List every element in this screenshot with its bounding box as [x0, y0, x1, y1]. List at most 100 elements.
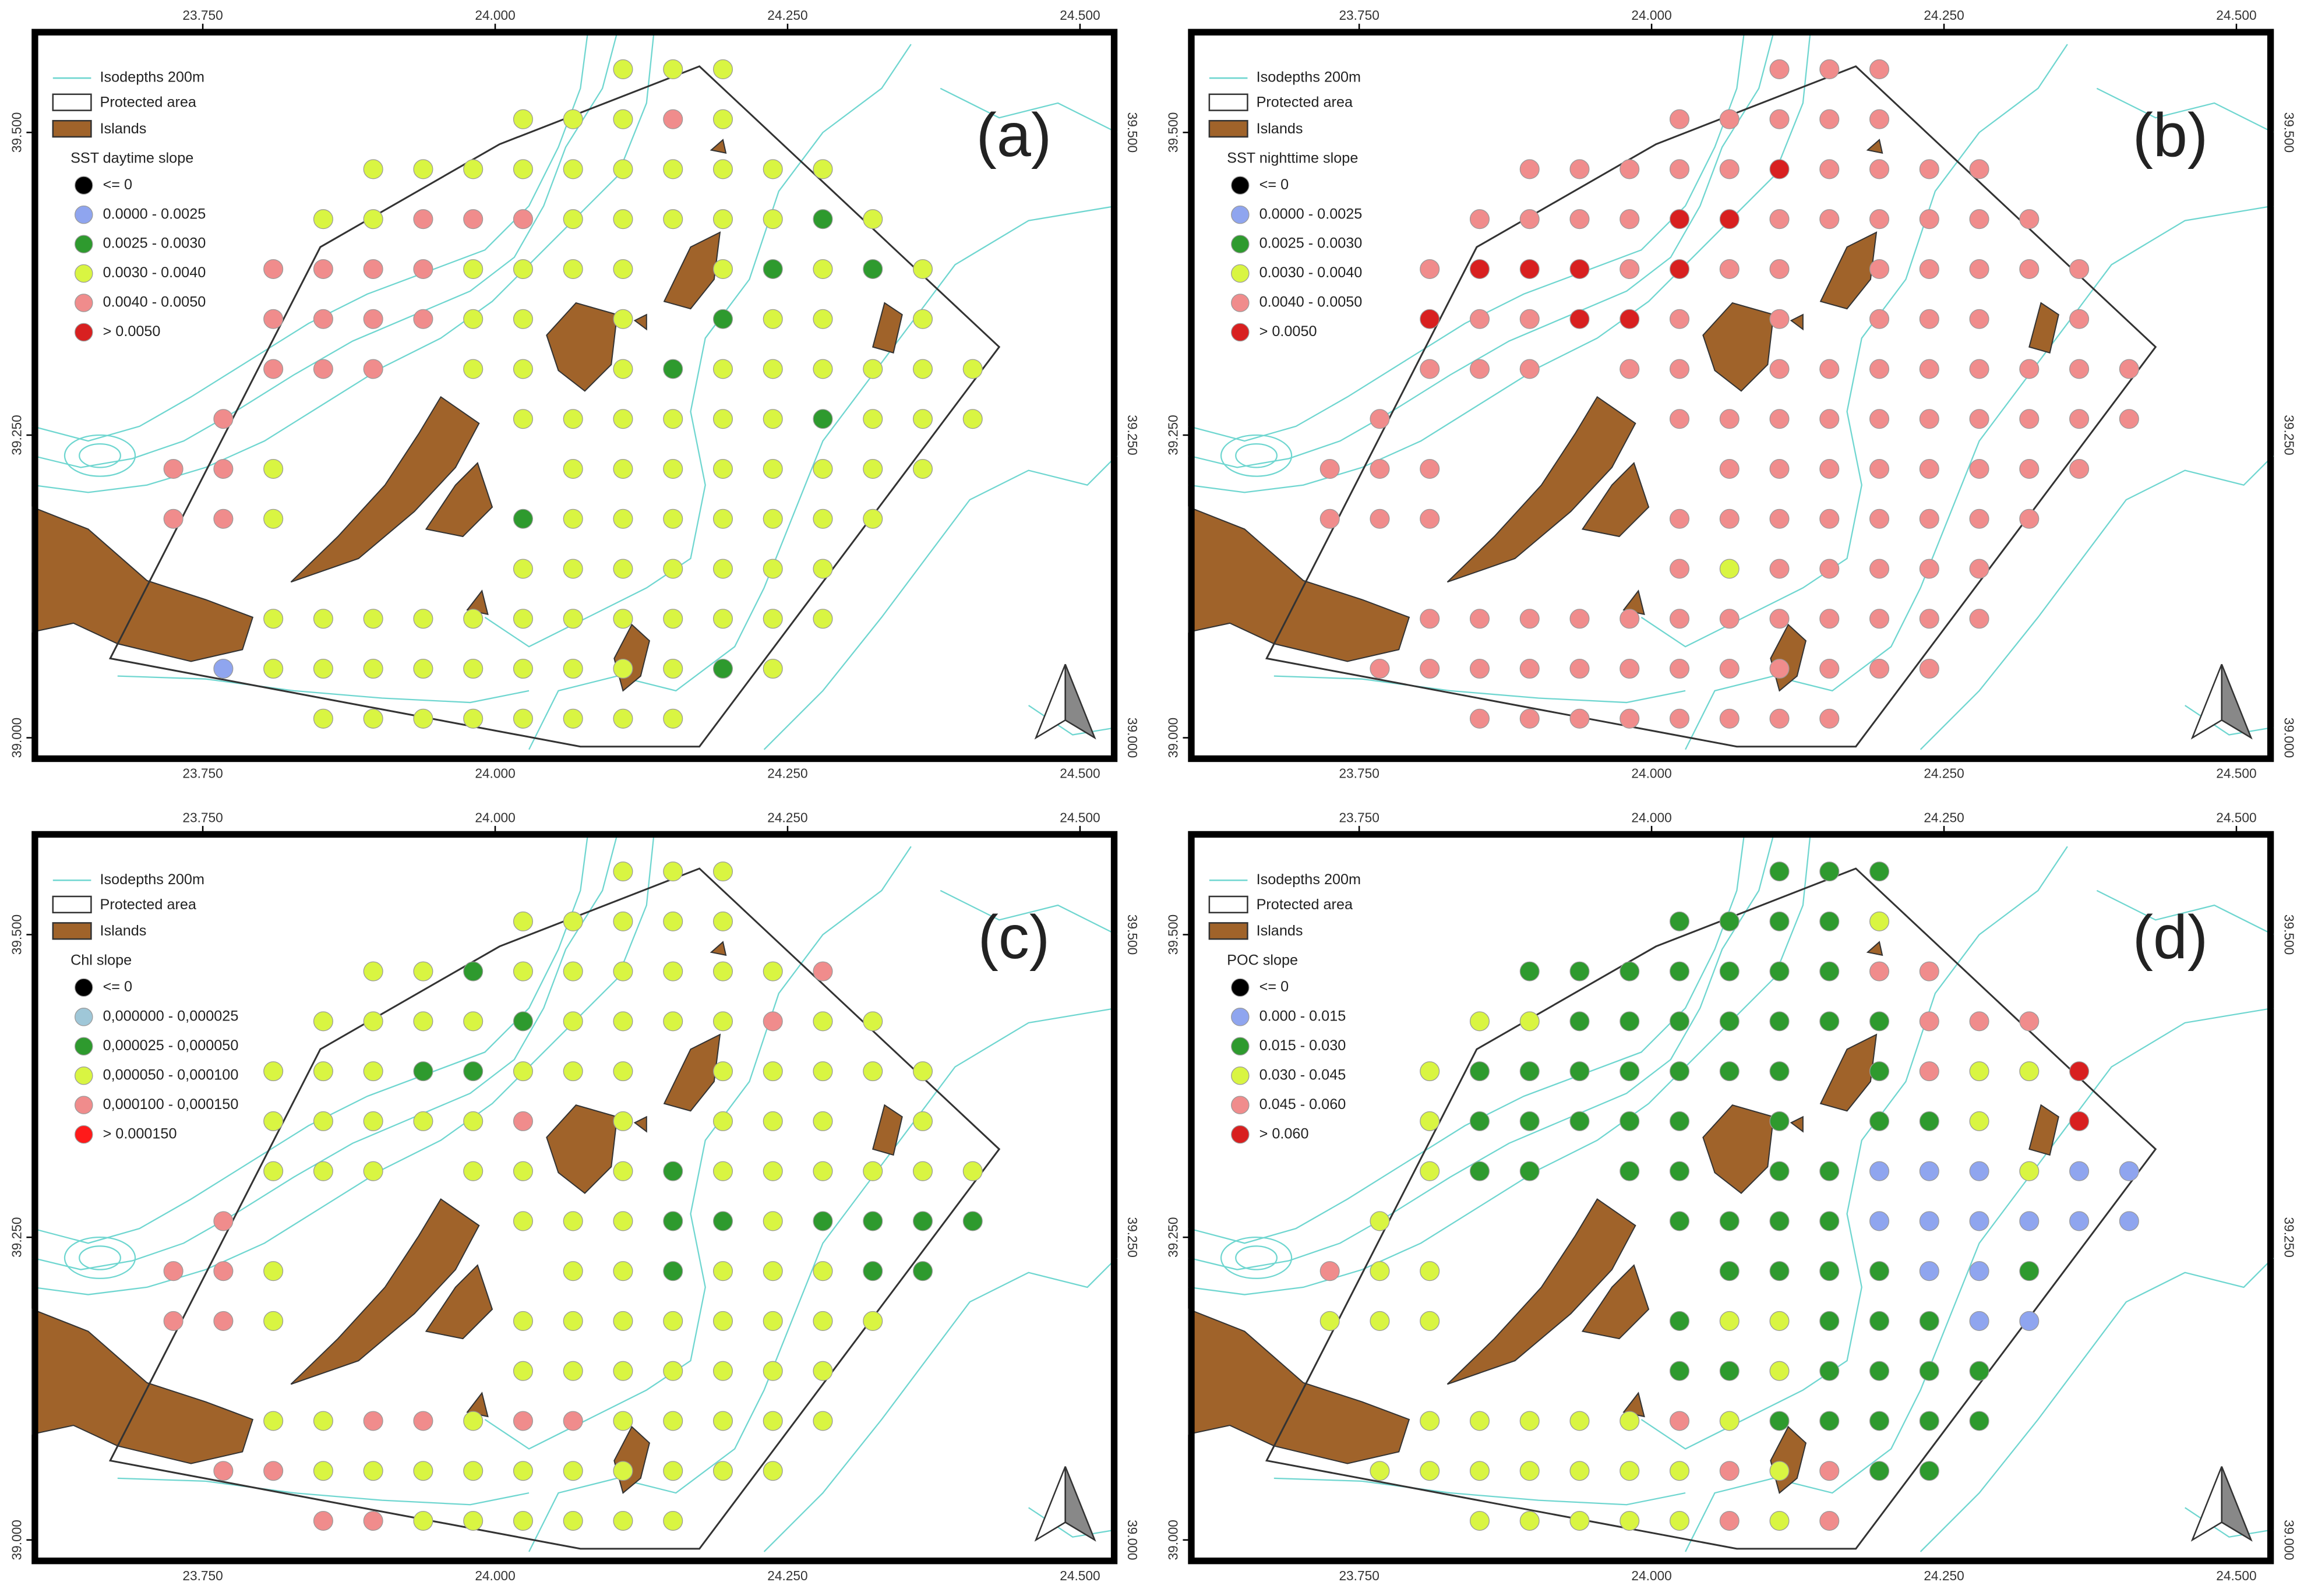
sample-point: [1719, 609, 1740, 629]
sample-point: [563, 708, 583, 729]
frame-bar: [1188, 1558, 2274, 1564]
sample-point: [1869, 1161, 1890, 1181]
sample-point: [613, 609, 633, 629]
sample-point: [2119, 409, 2139, 429]
legend-label: <= 0: [1259, 979, 1289, 995]
sample-point: [213, 1211, 234, 1231]
sample-point: [1469, 1011, 1490, 1032]
sample-point: [1869, 609, 1890, 629]
legend-label: 0.0000 - 0.0025: [1259, 206, 1363, 222]
frame-bar: [1188, 29, 1195, 761]
sample-point: [2069, 1061, 2090, 1082]
sample-point: [463, 1510, 484, 1531]
sample-point: [1719, 708, 1740, 729]
sample-point: [1420, 259, 1440, 279]
sample-point: [1819, 209, 1840, 229]
sample-point: [563, 1311, 583, 1331]
legend-swatch: [75, 176, 93, 195]
sample-point: [263, 1111, 284, 1131]
sample-point: [813, 1011, 833, 1032]
sample-point: [912, 458, 933, 479]
sample-point: [663, 1411, 683, 1431]
sample-point: [663, 1361, 683, 1381]
sample-point: [1370, 1461, 1390, 1481]
sample-point: [1869, 1411, 1890, 1431]
x-tick-label: 24.250: [1924, 766, 1964, 781]
sample-point: [1370, 458, 1390, 479]
sample-point: [513, 209, 533, 229]
sample-point: [1719, 458, 1740, 479]
legend-title: POC slope: [1227, 952, 1298, 969]
legend-label: 0.000 - 0.015: [1259, 1008, 1346, 1024]
sample-point: [513, 1311, 533, 1331]
sample-point: [363, 609, 383, 629]
sample-point: [363, 708, 383, 729]
sample-point: [763, 1061, 783, 1082]
sample-point: [763, 509, 783, 529]
sample-point: [712, 59, 733, 79]
sample-point: [1819, 159, 1840, 179]
legend-swatch: [1231, 1037, 1250, 1056]
sample-point: [813, 159, 833, 179]
sample-point: [1919, 1111, 1939, 1131]
legend-label: Isodepths 200m: [1257, 69, 1361, 86]
sample-point: [613, 1111, 633, 1131]
sample-point: [763, 659, 783, 679]
sample-point: [1719, 659, 1740, 679]
sample-point: [263, 1461, 284, 1481]
y-tick-label: 39.000: [2281, 1520, 2296, 1560]
sample-point: [1869, 1361, 1890, 1381]
y-tick-label: 39.250: [1125, 1217, 1140, 1257]
sample-point: [563, 109, 583, 129]
y-tick-label: 39.000: [9, 718, 24, 758]
legend-islands-swatch: [1208, 922, 1248, 940]
sample-point: [1569, 1510, 1590, 1531]
sample-point: [663, 59, 683, 79]
sample-point: [1919, 1061, 1939, 1082]
sample-point: [962, 1211, 983, 1231]
sample-point: [813, 1261, 833, 1281]
frame-bar: [32, 832, 38, 1564]
sample-point: [363, 359, 383, 379]
sample-point: [1769, 659, 1790, 679]
sample-point: [1669, 1161, 1690, 1181]
y-tick-label: 39.250: [2281, 1217, 2296, 1257]
y-tick-label: 39.000: [1165, 718, 1180, 758]
sample-point: [163, 458, 184, 479]
sample-point: [463, 961, 484, 981]
legend-label: 0,000050 - 0,000100: [103, 1067, 239, 1083]
y-tick-label: 39.250: [9, 1217, 24, 1257]
sample-point: [663, 1261, 683, 1281]
sample-point: [413, 659, 433, 679]
legend-swatch: [1231, 264, 1250, 283]
sample-point: [513, 609, 533, 629]
sample-point: [712, 209, 733, 229]
sample-point: [2019, 509, 2040, 529]
sample-point: [413, 259, 433, 279]
sample-point: [2119, 359, 2139, 379]
sample-point: [1420, 509, 1440, 529]
sample-point: [712, 1011, 733, 1032]
sample-point: [463, 309, 484, 329]
sample-point: [763, 1011, 783, 1032]
sample-point: [613, 1011, 633, 1032]
sample-point: [363, 1461, 383, 1481]
sample-point: [613, 1361, 633, 1381]
sample-point: [263, 458, 284, 479]
sample-point: [1669, 1211, 1690, 1231]
sample-point: [513, 1361, 533, 1381]
sample-point: [2019, 1211, 2040, 1231]
sample-point: [1869, 1211, 1890, 1231]
legend-label: <= 0: [103, 176, 133, 193]
sample-point: [563, 609, 583, 629]
y-tick-label: 39.500: [2281, 112, 2296, 153]
sample-point: [1569, 209, 1590, 229]
sample-point: [663, 209, 683, 229]
sample-point: [1370, 1311, 1390, 1331]
sample-point: [313, 209, 333, 229]
sample-point: [1420, 1461, 1440, 1481]
sample-point: [912, 1061, 933, 1082]
x-tick-label: 24.250: [1924, 1568, 1964, 1583]
sample-point: [463, 659, 484, 679]
sample-point: [363, 209, 383, 229]
